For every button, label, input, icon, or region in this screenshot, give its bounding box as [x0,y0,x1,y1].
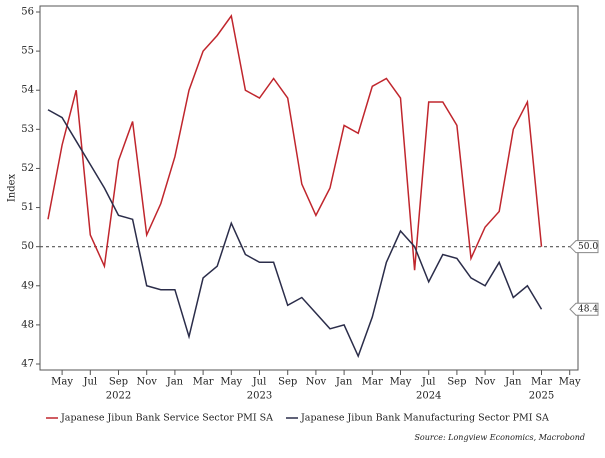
y-tick-label: 50 [21,241,34,252]
series-line [47,109,543,359]
x-tick-label: Mar [193,377,214,388]
x-tick-label: Jul [252,377,267,388]
end-label: 48.4 [578,305,598,315]
x-tick-label: May [220,377,242,388]
y-tick-label: 49 [21,280,34,291]
year-label: 2025 [529,391,554,402]
y-tick-label: 55 [21,46,34,57]
y-axis-label: Index [7,173,18,202]
x-tick-label: May [51,377,73,388]
end-label: 50.0 [578,242,598,252]
x-tick-label: Sep [278,377,297,388]
x-tick-label: Mar [531,377,552,388]
legend-label: Japanese Jibun Bank Manufacturing Sector… [300,413,549,424]
legend-label: Japanese Jibun Bank Service Sector PMI S… [60,413,273,424]
y-tick-label: 51 [21,202,34,213]
y-tick-label: 47 [21,359,34,370]
x-tick-label: Jul [82,377,97,388]
x-tick-label: Sep [447,377,466,388]
x-tick-label: Mar [362,377,383,388]
y-tick-label: 53 [21,124,34,135]
x-tick-label: Jan [335,377,353,388]
source: Source: Longview Economics, Macrobond [414,433,585,442]
y-tick-label: 56 [21,7,34,18]
x-tick-label: Jan [166,377,184,388]
y-tick-label: 54 [21,85,34,96]
end-label-box [569,240,599,254]
year-label: 2023 [247,391,272,402]
x-tick-label: Nov [136,377,157,388]
x-tick-label: Jul [421,377,436,388]
x-tick-label: Nov [306,377,327,388]
series-line [47,14,543,271]
x-tick-label: Jan [504,377,522,388]
year-label: 2022 [106,391,131,402]
x-tick-label: May [559,377,581,388]
plot-frame [39,5,579,371]
year-label: 2024 [416,391,441,402]
x-tick-label: May [390,377,412,388]
y-tick-label: 52 [21,163,34,174]
x-tick-label: Sep [109,377,128,388]
end-label-box [569,302,599,316]
y-tick-label: 48 [21,319,34,330]
x-tick-label: Nov [475,377,496,388]
